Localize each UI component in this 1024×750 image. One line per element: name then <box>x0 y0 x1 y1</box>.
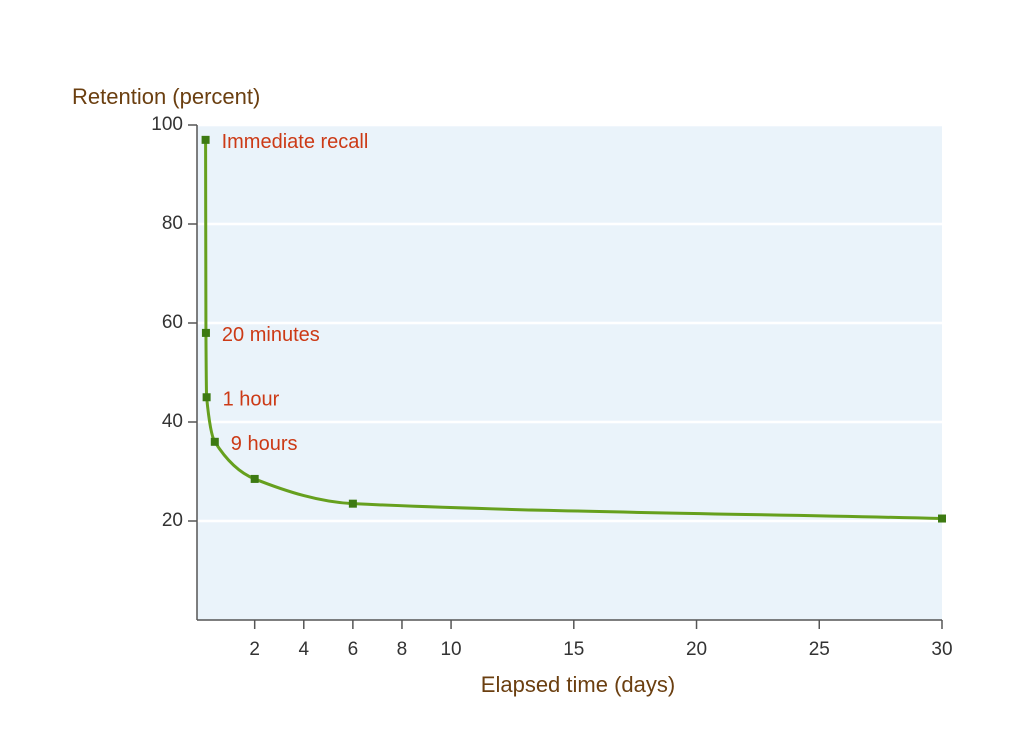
x-axis-title: Elapsed time (days) <box>481 672 675 697</box>
marker <box>348 499 357 508</box>
marker <box>938 514 946 523</box>
plot-area <box>197 125 942 620</box>
y-tick-label: 20 <box>162 510 183 531</box>
y-axis-title: Retention (percent) <box>72 84 260 109</box>
marker <box>201 328 210 337</box>
x-tick-label: 6 <box>348 639 359 660</box>
x-tick-label: 15 <box>563 639 584 660</box>
marker <box>202 393 211 402</box>
x-tick-label: 25 <box>809 639 830 660</box>
y-tick-label: 80 <box>162 213 183 234</box>
x-tick-label: 20 <box>686 639 707 660</box>
y-tick-label: 60 <box>162 312 183 333</box>
point-label: Immediate recall <box>222 131 369 153</box>
point-label: 1 hour <box>223 389 280 411</box>
x-tick-label: 30 <box>931 639 952 660</box>
x-tick-label: 8 <box>397 639 408 660</box>
marker <box>201 135 210 144</box>
marker <box>210 437 219 446</box>
x-tick-label: 4 <box>298 639 309 660</box>
y-tick-label: 40 <box>162 411 183 432</box>
point-label: 9 hours <box>231 433 298 455</box>
x-tick-label: 2 <box>249 639 260 660</box>
marker <box>250 474 259 483</box>
x-tick-label: 10 <box>440 639 461 660</box>
y-tick-label: 100 <box>151 114 183 135</box>
point-label: 20 minutes <box>222 324 320 346</box>
